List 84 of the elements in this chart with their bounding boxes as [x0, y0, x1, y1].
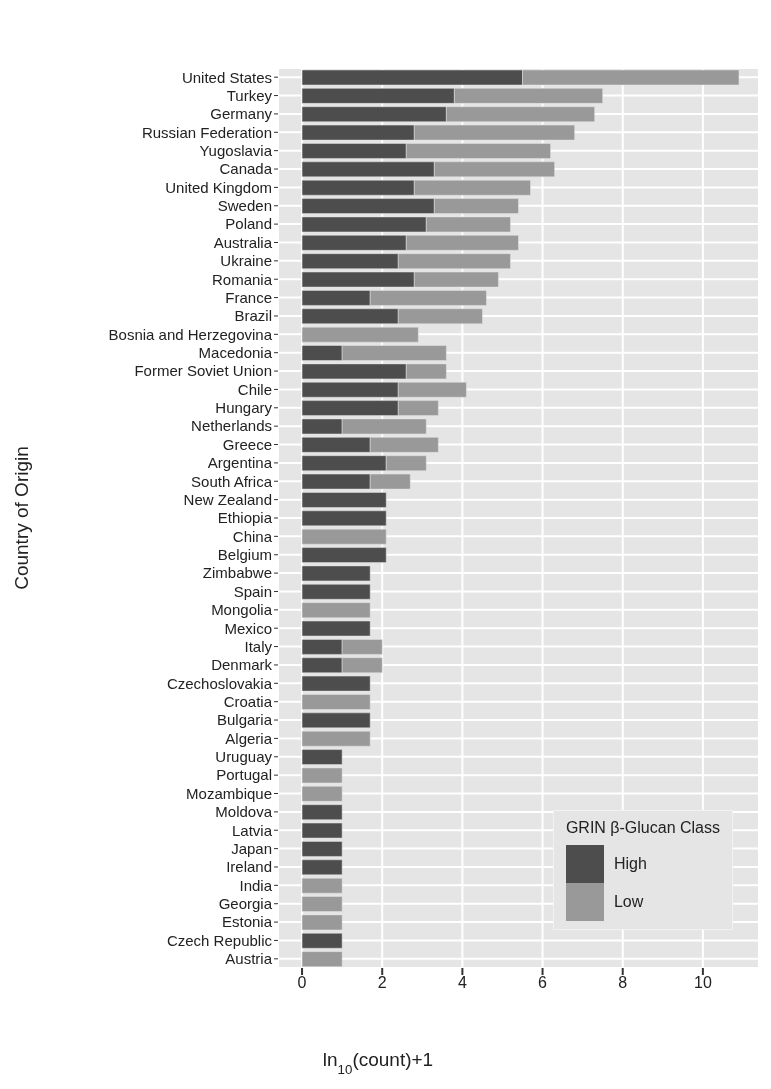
y-tick-label: United States	[181, 68, 272, 86]
y-tick-label: Czech Republic	[166, 931, 273, 949]
y-tick-label: South Africa	[191, 472, 273, 490]
y-tick-label: Macedonia	[198, 344, 273, 362]
y-tick-label: Mongolia	[211, 601, 273, 619]
legend-label: Low	[613, 893, 644, 911]
y-tick-label: Sweden	[217, 197, 272, 215]
y-tick-label: Croatia	[223, 693, 273, 710]
bar	[301, 730, 371, 747]
y-tick-label: Poland	[225, 215, 272, 233]
y-tick-label: Ukraine	[220, 252, 272, 270]
bar	[301, 712, 371, 729]
y-tick-label: Canada	[219, 160, 273, 178]
y-tick-label: Bosnia and Herzegovina	[108, 325, 273, 343]
y-tick-label: Brazil	[234, 307, 272, 325]
y-tick-label: Belgium	[217, 546, 272, 564]
y-tick-label: Yugoslavia	[199, 141, 273, 159]
x-tick-label: 0	[297, 974, 307, 992]
y-tick-label: New Zealand	[183, 490, 272, 508]
bar	[301, 492, 387, 508]
x-tick-label: 6	[538, 974, 548, 992]
y-tick-label: Mozambique	[186, 784, 272, 802]
x-tick-label: 8	[618, 974, 628, 992]
y-tick-label: Japan	[231, 839, 272, 857]
y-tick-label: Russian Federation	[141, 123, 272, 141]
y-tick-label: Australia	[213, 233, 273, 251]
x-tick-label: 4	[457, 974, 467, 992]
bar	[301, 859, 343, 876]
y-tick-label: Former Soviet Union	[134, 362, 272, 380]
y-tick-label: Zimbabwe	[202, 564, 272, 582]
y-axis-title: Country of Origin	[11, 446, 32, 590]
bar	[301, 694, 371, 710]
bar	[301, 749, 343, 765]
bar	[301, 841, 343, 857]
y-tick-label: Ethiopia	[217, 509, 273, 527]
y-tick-label: Netherlands	[191, 417, 272, 435]
bar	[301, 933, 343, 949]
y-tick-label: Spain	[233, 582, 272, 600]
y-tick-label: China	[232, 527, 273, 545]
legend-title: GRIN β-Glucan Class	[565, 819, 720, 837]
bar	[301, 602, 371, 618]
bar	[301, 822, 343, 839]
y-tick-label: Mexico	[224, 619, 272, 637]
legend-label: High	[613, 855, 647, 873]
y-tick-label: Italy	[244, 637, 273, 655]
y-tick-label: Portugal	[216, 766, 272, 784]
y-tick-label: Estonia	[221, 913, 273, 931]
y-tick-label: United Kingdom	[165, 178, 272, 196]
bar	[301, 896, 343, 912]
y-tick-label: Germany	[210, 105, 273, 123]
y-tick-label: Latvia	[231, 821, 273, 839]
y-tick-label: Argentina	[207, 454, 273, 472]
y-tick-label: Bulgaria	[216, 711, 273, 729]
bar	[301, 786, 343, 802]
y-tick-label: Greece	[222, 435, 272, 453]
y-tick-label: Algeria	[225, 729, 273, 747]
y-tick-label: Romania	[211, 270, 273, 288]
y-tick-label: Chile	[237, 380, 272, 398]
bar	[301, 914, 343, 931]
y-tick-label: Turkey	[226, 86, 273, 104]
bar	[301, 804, 343, 820]
y-tick-label: Hungary	[215, 399, 273, 417]
bar	[301, 510, 387, 527]
bar	[301, 565, 371, 582]
y-tick-label: Denmark	[211, 656, 273, 674]
bar	[301, 584, 371, 600]
x-tick-label: 10	[693, 974, 712, 992]
bar	[301, 675, 371, 692]
y-tick-label: India	[239, 876, 273, 894]
x-tick-label: 2	[377, 974, 387, 992]
y-tick-label: Ireland	[226, 858, 272, 876]
bar	[301, 528, 387, 545]
y-tick-label: France	[225, 288, 272, 306]
y-tick-label: Moldova	[215, 803, 273, 821]
bar	[301, 767, 343, 784]
y-tick-label: Georgia	[218, 895, 273, 913]
y-tick-label: Austria	[225, 950, 273, 968]
bar	[301, 547, 387, 563]
bar	[301, 326, 419, 343]
y-tick-label: Czechoslovakia	[166, 674, 273, 692]
bar	[301, 620, 371, 637]
y-tick-label: Uruguay	[215, 748, 273, 766]
x-axis-title: ln$_{10}$(count)+1	[322, 1049, 434, 1077]
bar	[301, 877, 343, 894]
